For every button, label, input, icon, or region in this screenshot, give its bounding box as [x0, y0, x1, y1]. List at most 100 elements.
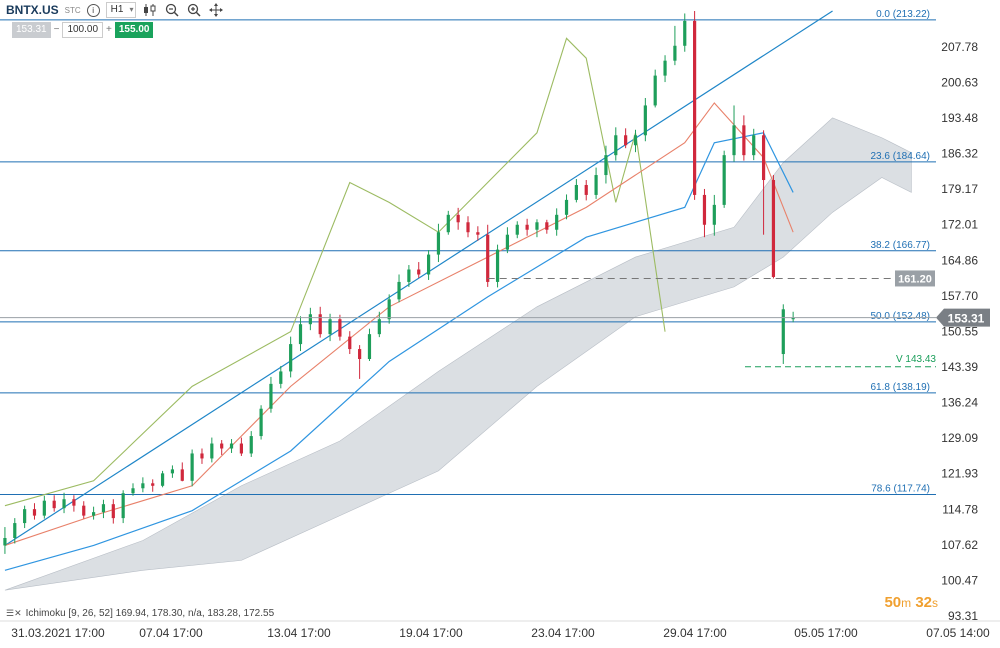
fibonacci-levels: 0.0 (213.22) 23.6 (184.64) 38.2 (166.77) 50… — [0, 9, 936, 496]
candle-49 — [486, 224, 490, 287]
candle-body — [160, 473, 165, 486]
candle-body — [151, 483, 155, 486]
candle-40 — [397, 274, 401, 303]
candle-43 — [426, 250, 431, 280]
candle-body — [92, 512, 96, 516]
candle-13 — [131, 483, 135, 496]
candle-67 — [663, 55, 667, 83]
candle-body — [781, 309, 785, 355]
x-tick-3: 19.04 17:00 — [399, 626, 463, 640]
indicator-settings-icon[interactable]: ☰✕ — [6, 608, 22, 618]
candle-71 — [702, 188, 707, 238]
candle-body — [348, 336, 352, 350]
candle-69 — [683, 13, 687, 52]
candle-body — [387, 299, 391, 320]
candle-body — [220, 443, 224, 449]
candle-body — [190, 453, 194, 481]
candle-63 — [624, 128, 628, 149]
candle-body — [200, 453, 204, 459]
x-tick-7: 07.05 14:00 — [926, 626, 990, 640]
candle-body — [505, 234, 510, 250]
symbol-name[interactable]: BNTX.US — [6, 3, 59, 17]
price-tags: 161.20 V 143.43 153.31 — [0, 270, 990, 368]
y-tick-4: 179.17 — [941, 182, 978, 196]
candle-25 — [249, 431, 253, 457]
candle-36 — [358, 345, 362, 379]
candle-body — [426, 254, 431, 275]
candle-body — [752, 135, 756, 156]
current-price-tag-bg — [936, 308, 990, 327]
candle-54 — [535, 219, 539, 238]
info-icon[interactable]: i — [86, 3, 100, 17]
candle-body — [23, 509, 27, 524]
candlestick-type-icon[interactable] — [142, 2, 158, 18]
current-price-tag-label: 153.31 — [948, 312, 985, 326]
candle-body — [604, 155, 608, 176]
indicator-legend[interactable]: ☰✕ Ichimoku [9, 26, 52] 169.94, 178.30, … — [6, 608, 274, 619]
candle-body — [72, 499, 76, 506]
quantity-input[interactable]: 100.00 — [62, 22, 104, 38]
candle-45 — [446, 210, 450, 235]
candle-body — [486, 234, 490, 282]
candle-body — [653, 75, 657, 106]
candle-17 — [170, 465, 175, 478]
price-tag-161-label: 161.20 — [898, 273, 932, 285]
candle-7 — [72, 495, 76, 512]
candle-body — [446, 214, 450, 233]
y-tick-6: 164.86 — [941, 253, 978, 267]
candle-body — [318, 314, 322, 335]
candle-body — [328, 319, 332, 335]
candle-0 — [3, 527, 7, 554]
candle-body — [643, 105, 647, 136]
candle-body — [673, 45, 677, 61]
candle-23 — [229, 439, 234, 453]
candle-50 — [495, 244, 500, 288]
candle-65 — [643, 97, 647, 142]
quantity-increase-button[interactable]: + — [106, 24, 112, 35]
candle-46 — [456, 207, 460, 230]
candle-14 — [141, 477, 145, 493]
candle-4 — [42, 495, 46, 519]
y-tick-8: 150.55 — [941, 324, 978, 338]
candle-32 — [318, 306, 322, 338]
kijun-sen-line — [4, 132, 794, 571]
candle-75 — [742, 115, 746, 161]
y-tick-3: 186.32 — [941, 147, 978, 161]
candle-body — [289, 344, 293, 372]
crosshair-move-icon[interactable] — [208, 2, 224, 18]
candle-body — [121, 493, 125, 519]
candle-62 — [614, 127, 618, 161]
candle-body — [722, 155, 726, 205]
candle-22 — [220, 440, 224, 455]
candle-body — [259, 408, 263, 437]
instrument-tag: STC — [64, 5, 81, 15]
bid-price-button[interactable]: 153.31 — [12, 22, 51, 38]
candle-42 — [417, 262, 421, 278]
zoom-out-icon[interactable] — [164, 2, 180, 18]
candle-body — [338, 319, 342, 337]
candle-body — [495, 249, 500, 282]
quantity-decrease-button[interactable]: − — [53, 24, 60, 35]
candle-52 — [515, 221, 519, 239]
candle-body — [614, 135, 618, 156]
candle-body — [210, 443, 214, 459]
candle-20 — [200, 448, 204, 464]
timeframe-select[interactable]: H1 — [105, 2, 137, 18]
candle-44 — [436, 223, 441, 263]
candle-body — [525, 224, 529, 230]
ask-price-button[interactable]: 155.00 — [114, 22, 154, 38]
candle-body — [584, 184, 588, 195]
y-tick-16: 93.31 — [948, 609, 978, 623]
level-v-label: V 143.43 — [896, 354, 936, 365]
y-tick-9: 143.39 — [941, 360, 978, 374]
chikou-span-line — [4, 37, 666, 507]
ichimoku-cloud — [4, 117, 912, 591]
zoom-in-icon[interactable] — [186, 2, 202, 18]
x-axis: 31.03.2021 17:00 07.04 17:00 13.04 17:00 19… — [0, 620, 1000, 640]
candle-21 — [210, 437, 214, 463]
candle-79 — [781, 304, 785, 364]
y-tick-10: 136.24 — [941, 396, 978, 410]
candle-body — [62, 499, 66, 509]
x-tick-4: 23.04 17:00 — [531, 626, 595, 640]
